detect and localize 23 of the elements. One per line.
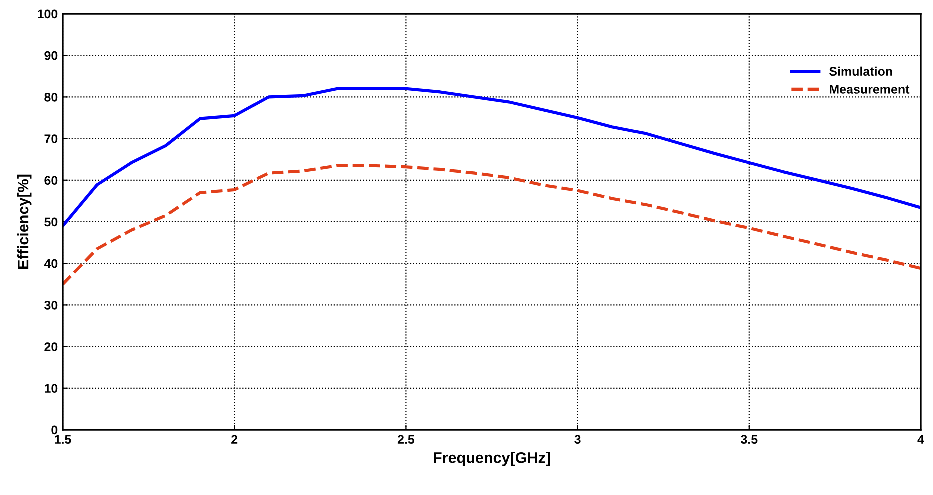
line-series <box>63 87 921 228</box>
y-tick-label: 70 <box>44 134 58 144</box>
x-tick-label: 3.5 <box>741 435 758 444</box>
x-tick-label: 4 <box>918 435 924 444</box>
line-series <box>63 164 921 286</box>
x-tick-label: 2.5 <box>398 435 415 444</box>
y-tick-label: 0 <box>52 426 58 435</box>
y-axis-title: Efficiency[%] <box>17 174 32 269</box>
x-axis-title: Frequency[GHz] <box>434 452 550 466</box>
legend-label: Measurement <box>830 85 910 94</box>
y-tick-label: 90 <box>44 51 58 60</box>
legend-label: Simulation <box>830 66 892 76</box>
y-tick-label: 80 <box>44 93 58 102</box>
x-tick-label: 3 <box>574 435 581 444</box>
y-tick-label: 20 <box>44 342 58 352</box>
y-tick-label: 10 <box>45 384 58 394</box>
y-tick-label: 60 <box>44 176 58 186</box>
y-tick-label: 30 <box>44 301 58 310</box>
y-tick-label: 50 <box>44 218 58 227</box>
y-tick-label: 40 <box>44 259 58 268</box>
x-tick-label: 1.5 <box>55 435 72 444</box>
y-tick-label: 100 <box>38 10 58 19</box>
x-tick-label: 2 <box>232 435 238 444</box>
